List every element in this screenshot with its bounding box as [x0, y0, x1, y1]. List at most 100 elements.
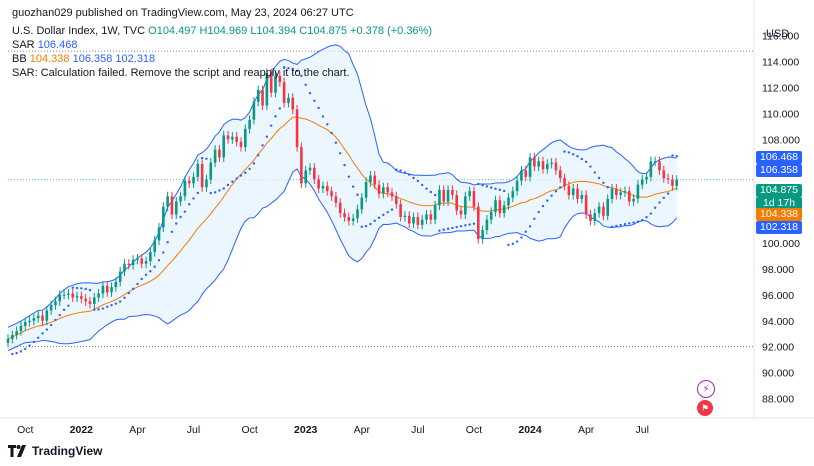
candle-body[interactable] [658, 161, 661, 171]
candle-body[interactable] [317, 179, 320, 189]
candle-body[interactable] [356, 209, 359, 219]
candle-body[interactable] [640, 179, 644, 185]
tradingview-brand[interactable]: TradingView [8, 444, 102, 458]
candle-body[interactable] [386, 187, 389, 193]
candle-body[interactable] [489, 211, 493, 220]
sar-legend[interactable]: SAR 106.468 [12, 39, 77, 52]
candle-body[interactable] [563, 178, 566, 186]
candle-body[interactable] [468, 191, 471, 197]
candle-body[interactable] [399, 204, 402, 218]
candle-body[interactable] [390, 192, 394, 197]
candle-body[interactable] [170, 196, 174, 215]
candle-body[interactable] [334, 196, 338, 203]
candle-body[interactable] [105, 285, 109, 293]
candle-body[interactable] [537, 161, 540, 167]
candle-body[interactable] [520, 170, 523, 181]
candle-body[interactable] [36, 315, 40, 319]
candle-body[interactable] [666, 178, 670, 180]
candle-body[interactable] [567, 185, 571, 196]
candle-body[interactable] [653, 161, 657, 163]
candle-body[interactable] [481, 230, 484, 240]
candle-body[interactable] [338, 202, 342, 214]
candle-body[interactable] [71, 293, 75, 298]
candle-body[interactable] [140, 258, 144, 264]
candle-body[interactable] [364, 182, 368, 198]
candle-body[interactable] [675, 179, 679, 186]
candle-body[interactable] [498, 200, 502, 214]
candle-body[interactable] [558, 170, 562, 179]
candle-body[interactable] [632, 198, 635, 202]
candle-body[interactable] [407, 215, 411, 224]
candle-body[interactable] [343, 213, 346, 218]
candle-body[interactable] [438, 189, 441, 206]
candle-body[interactable] [58, 294, 62, 302]
candle-body[interactable] [123, 263, 126, 272]
candle-body[interactable] [533, 157, 536, 167]
candle-body[interactable] [502, 205, 506, 214]
candle-body[interactable] [67, 293, 70, 295]
candle-body[interactable] [627, 191, 631, 202]
candle-body[interactable] [218, 149, 221, 158]
candle-body[interactable] [196, 163, 200, 177]
candle-body[interactable] [62, 294, 66, 296]
candle-body[interactable] [373, 175, 377, 185]
candle-body[interactable] [425, 214, 428, 220]
candle-body[interactable] [274, 75, 277, 93]
candle-body[interactable] [295, 109, 299, 148]
candle-body[interactable] [382, 187, 385, 194]
flash-icon[interactable]: ⚡ [697, 380, 715, 398]
candle-body[interactable] [610, 188, 614, 199]
candle-body[interactable] [235, 136, 238, 142]
candle-body[interactable] [446, 189, 450, 202]
candle-body[interactable] [49, 305, 53, 311]
candle-body[interactable] [252, 101, 256, 120]
candle-body[interactable] [265, 73, 269, 106]
candle-body[interactable] [213, 149, 217, 163]
candle-body[interactable] [304, 170, 307, 184]
candle-body[interactable] [131, 259, 135, 266]
candle-body[interactable] [209, 162, 213, 180]
candle-body[interactable] [571, 188, 575, 196]
candle-body[interactable] [269, 73, 273, 93]
candle-body[interactable] [528, 157, 532, 177]
candle-body[interactable] [472, 191, 476, 207]
candle-body[interactable] [110, 287, 113, 293]
candle-body[interactable] [645, 176, 648, 180]
candle-body[interactable] [300, 147, 303, 184]
candle-body[interactable] [144, 261, 148, 264]
candle-body[interactable] [192, 176, 195, 184]
candle-body[interactable] [584, 195, 588, 215]
candle-body[interactable] [54, 301, 57, 306]
candle-body[interactable] [32, 318, 36, 321]
candle-body[interactable] [308, 167, 312, 171]
candle-body[interactable] [377, 184, 381, 194]
candle-body[interactable] [451, 189, 454, 196]
candle-body[interactable] [554, 162, 558, 171]
candle-body[interactable] [576, 188, 579, 199]
candle-body[interactable] [157, 227, 161, 241]
candle-body[interactable] [226, 135, 230, 140]
currency-label[interactable]: USD [766, 28, 790, 40]
candle-body[interactable] [347, 217, 351, 221]
candle-body[interactable] [476, 206, 480, 240]
candle-body[interactable] [88, 301, 92, 304]
candle-body[interactable] [416, 217, 420, 225]
candle-body[interactable] [291, 97, 295, 110]
candle-body[interactable] [524, 170, 528, 177]
candle-body[interactable] [84, 298, 87, 302]
candle-body[interactable] [597, 206, 601, 214]
candle-body[interactable] [606, 198, 610, 216]
candle-body[interactable] [313, 167, 316, 180]
candle-body[interactable] [485, 219, 489, 231]
candle-body[interactable] [494, 200, 497, 212]
candle-body[interactable] [330, 191, 333, 197]
candle-body[interactable] [433, 205, 437, 220]
candle-body[interactable] [162, 206, 165, 228]
candle-body[interactable] [75, 296, 79, 298]
candle-body[interactable] [97, 293, 100, 298]
candle-body[interactable] [442, 189, 446, 202]
candle-body[interactable] [92, 297, 96, 304]
candle-body[interactable] [321, 185, 325, 189]
candle-body[interactable] [118, 271, 122, 282]
symbol-name[interactable]: U.S. Dollar Index, 1W, TVC [12, 25, 146, 37]
